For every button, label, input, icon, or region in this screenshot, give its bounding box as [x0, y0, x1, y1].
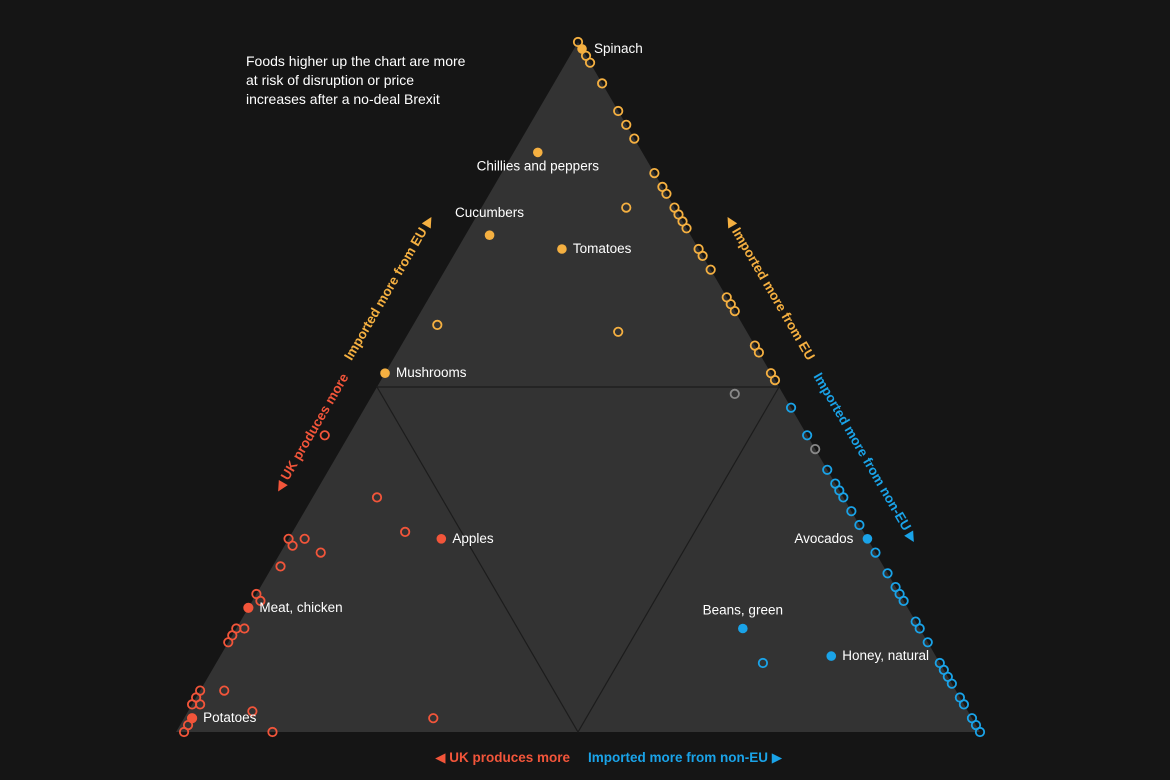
- data-point: [613, 105, 624, 117]
- labeled-point: [436, 534, 447, 544]
- labeled-point: [577, 44, 587, 54]
- labeled-point: [738, 623, 748, 634]
- data-point: [287, 540, 298, 551]
- data-point: [822, 464, 833, 475]
- data-point: [721, 292, 732, 303]
- data-point: [400, 526, 411, 538]
- data-point: [753, 347, 765, 358]
- data-point: [178, 726, 190, 738]
- data-point: [810, 443, 821, 455]
- data-point: [757, 657, 769, 669]
- data-point: [914, 623, 925, 634]
- data-point: [255, 595, 266, 607]
- data-point: [629, 133, 640, 144]
- data-point: [223, 637, 234, 648]
- data-point: [729, 305, 740, 317]
- point-label: Meat, chicken: [259, 600, 342, 615]
- data-point: [621, 202, 632, 213]
- labeled-point: [243, 603, 254, 613]
- data-point: [785, 402, 797, 413]
- data-point: [870, 547, 881, 558]
- data-point: [315, 547, 326, 558]
- data-point: [958, 699, 970, 710]
- data-point: [428, 713, 439, 724]
- data-point: [854, 519, 865, 531]
- data-point: [974, 726, 986, 738]
- data-point: [946, 678, 957, 689]
- point-label: Honey, natural: [842, 648, 929, 663]
- point-label: Cucumbers: [455, 205, 524, 220]
- points-layer: [178, 36, 986, 738]
- data-point: [597, 78, 608, 89]
- data-point: [219, 685, 230, 696]
- data-point: [195, 699, 206, 710]
- labeled-point: [484, 230, 495, 240]
- labeled-point: [380, 368, 390, 379]
- data-point: [769, 374, 781, 386]
- data-point: [621, 119, 632, 130]
- axis-label-bottom-uk: ◀ UK produces more: [435, 750, 570, 765]
- data-point: [267, 726, 278, 738]
- axis-label-bottom-noneu: Imported more from non-EU ▶: [588, 750, 783, 765]
- point-label: Apples: [452, 531, 494, 546]
- point-label: Beans, green: [703, 603, 783, 618]
- point-label: Mushrooms: [396, 365, 467, 380]
- labeled-point: [533, 147, 543, 158]
- data-point: [838, 492, 849, 503]
- data-point: [729, 388, 740, 399]
- point-label: Potatoes: [203, 710, 257, 725]
- inner-triangle-grid: [375, 386, 781, 734]
- data-point: [898, 595, 909, 607]
- point-label: Avocados: [794, 531, 853, 546]
- data-point: [319, 430, 330, 441]
- data-point: [922, 637, 933, 648]
- labeled-point: [826, 651, 837, 661]
- labeled-point: [557, 244, 567, 254]
- data-point: [299, 533, 310, 544]
- labeled-point: [862, 534, 873, 544]
- data-point: [882, 568, 893, 579]
- intro-text: Foods higher up the chart are more at ri…: [246, 53, 466, 107]
- labeled-point: [187, 713, 197, 723]
- data-point: [705, 264, 716, 275]
- data-point: [371, 492, 383, 503]
- data-point: [247, 706, 258, 717]
- data-point: [231, 623, 242, 634]
- data-point: [572, 36, 584, 48]
- labels-layer: Spinach Chillies and peppers Cucumbers Toma…: [203, 41, 929, 725]
- point-label: Chillies and peppers: [477, 158, 600, 173]
- data-point: [432, 319, 443, 330]
- data-point: [649, 168, 660, 179]
- point-label: Spinach: [594, 41, 643, 56]
- data-point: [613, 326, 624, 337]
- data-point: [661, 188, 672, 199]
- data-point: [802, 430, 813, 441]
- data-point: [275, 561, 286, 572]
- data-point: [677, 216, 688, 227]
- data-point: [846, 506, 857, 517]
- point-label: Tomatoes: [573, 241, 632, 256]
- data-point: [584, 57, 596, 68]
- data-point: [697, 250, 708, 261]
